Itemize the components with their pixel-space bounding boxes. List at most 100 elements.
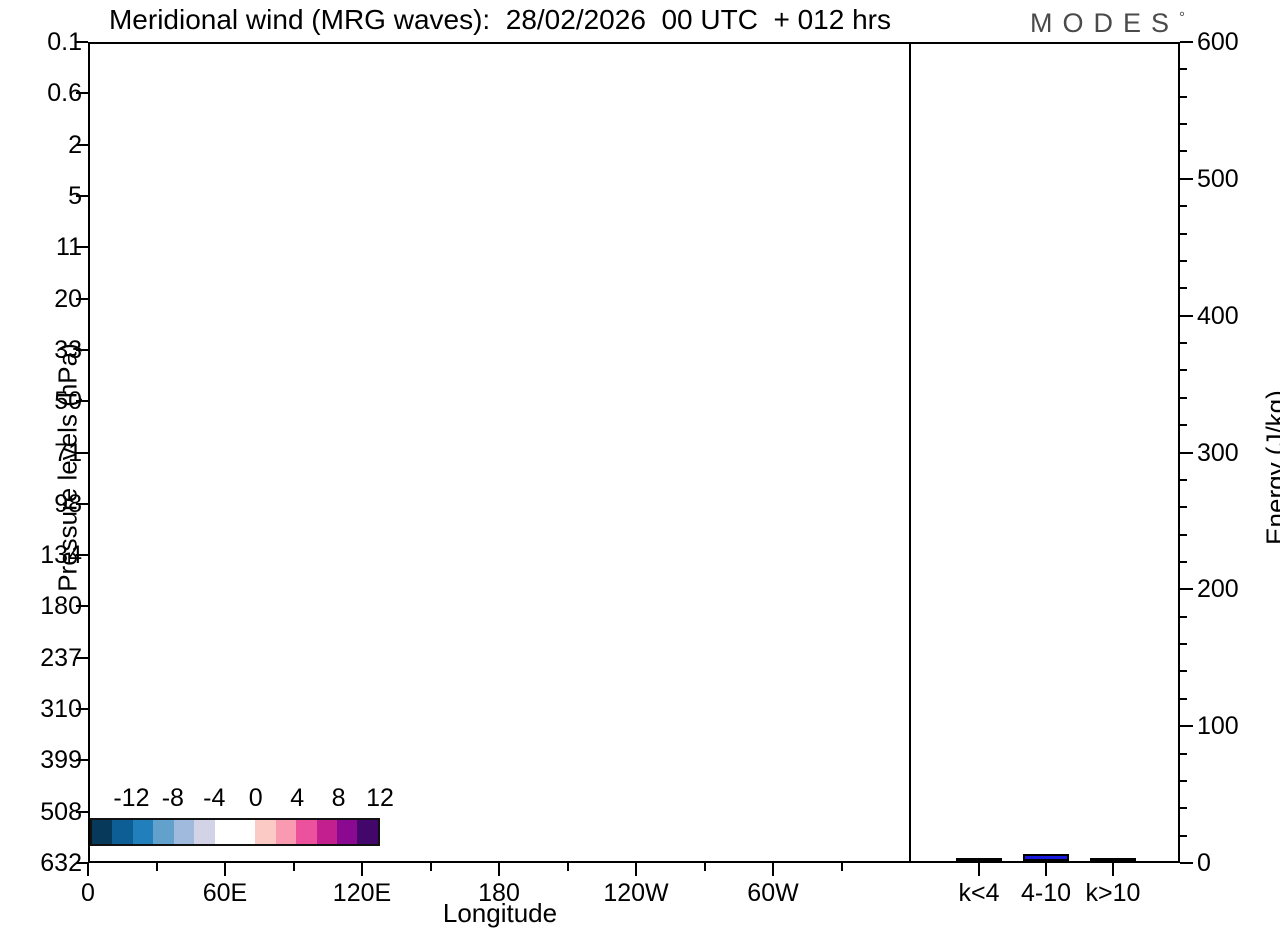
- pressure-tick: [76, 451, 88, 454]
- colorbar-tick-label: 0: [248, 784, 263, 812]
- colorbar-cell: [337, 820, 358, 844]
- category-label: 4-10: [1020, 879, 1072, 907]
- longitude-tick-label: 180: [478, 879, 520, 907]
- category-label: k>10: [1085, 879, 1141, 907]
- category-tick: [1112, 863, 1114, 876]
- longitude-major-tick: [361, 863, 363, 876]
- energy-minor-tick: [1180, 123, 1187, 126]
- pressure-tick-label: 508: [40, 797, 82, 826]
- pressure-tick-label: 11: [56, 233, 82, 262]
- energy-minor-tick: [1180, 615, 1187, 618]
- longitude-major-tick: [87, 863, 89, 876]
- pressure-tick-label: 180: [40, 592, 82, 621]
- pressure-tick: [76, 708, 88, 711]
- category-tick: [978, 863, 980, 876]
- longitude-tick-label: 60E: [202, 879, 248, 907]
- energy-tick-label: 100: [1197, 712, 1239, 741]
- colorbar: -12 -8 -4 0 4 8 12: [90, 784, 394, 848]
- energy-tick-label: 300: [1197, 438, 1239, 467]
- energy-minor-tick: [1180, 396, 1187, 399]
- pressure-tick-label: 5: [68, 181, 82, 210]
- pressure-tick: [76, 400, 88, 403]
- energy-major-tick: [1180, 862, 1193, 864]
- pressure-tick-label: 33: [54, 335, 82, 364]
- energy-major-tick: [1180, 451, 1193, 454]
- energy-minor-tick: [1180, 807, 1187, 810]
- modes-logo-degree-icon: °: [1179, 9, 1185, 26]
- longitude-major-tick: [772, 863, 774, 876]
- colorbar-cell: [357, 820, 378, 844]
- energy-minor-tick: [1180, 369, 1187, 372]
- energy-bar-k<4: [956, 858, 1002, 862]
- colorbar-cell: [92, 820, 113, 844]
- pressure-tick: [76, 656, 88, 659]
- colorbar-cell: [194, 820, 215, 844]
- energy-tick-label: 600: [1197, 28, 1239, 56]
- energy-minor-tick: [1180, 752, 1187, 755]
- energy-major-tick: [1180, 725, 1193, 728]
- colorbar-swatches: [90, 818, 380, 846]
- pressure-tick: [76, 143, 88, 146]
- longitude-major-tick: [498, 863, 500, 876]
- longitude-minor-tick: [155, 863, 158, 871]
- pressure-tick-label: 0.1: [47, 28, 82, 56]
- pressure-tick: [76, 502, 88, 505]
- energy-minor-tick: [1180, 533, 1187, 536]
- pressure-tick-label: 71: [54, 438, 82, 467]
- modes-logo: MODES°: [1030, 8, 1185, 39]
- longitude-tick-label: 0: [81, 879, 95, 907]
- energy-minor-tick: [1180, 478, 1187, 481]
- energy-minor-tick: [1180, 68, 1187, 71]
- colorbar-cell: [255, 820, 276, 844]
- energy-axis-label: Energy (J/kg): [1260, 390, 1280, 545]
- pressure-tick: [76, 862, 88, 864]
- energy-minor-tick: [1180, 834, 1187, 837]
- energy-minor-tick: [1180, 95, 1187, 98]
- pressure-tick: [76, 246, 88, 249]
- energy-minor-tick: [1180, 205, 1187, 208]
- colorbar-tick-label: 8: [331, 784, 346, 812]
- energy-tick-label: 400: [1197, 301, 1239, 330]
- colorbar-cell: [153, 820, 174, 844]
- energy-major-tick: [1180, 588, 1193, 591]
- pressure-tick: [76, 605, 88, 608]
- pressure-tick: [76, 92, 88, 95]
- energy-minor-tick: [1180, 779, 1187, 782]
- energy-tick-label: 200: [1197, 575, 1239, 604]
- longitude-axis-label: Longitude: [442, 898, 558, 928]
- longitude-minor-tick: [566, 863, 569, 871]
- energy-bar-k>10: [1090, 858, 1136, 862]
- pressure-tick: [76, 41, 88, 43]
- colorbar-cell: [234, 820, 256, 844]
- longitude-tick-label: 120E: [332, 879, 392, 907]
- colorbar-cell: [173, 820, 195, 844]
- colorbar-cell: [275, 820, 297, 844]
- panel-separator-line: [909, 42, 911, 863]
- colorbar-tick-label: -8: [161, 784, 184, 812]
- pressure-tick-label: 632: [40, 849, 82, 877]
- colorbar-tick-label: 12: [366, 784, 394, 812]
- energy-minor-tick: [1180, 150, 1187, 153]
- category-tick: [1045, 863, 1047, 876]
- energy-minor-tick: [1180, 259, 1187, 262]
- energy-minor-tick: [1180, 643, 1187, 646]
- pressure-tick-label: 98: [54, 489, 82, 518]
- colorbar-tick-label: -12: [113, 784, 150, 812]
- pressure-tick: [76, 297, 88, 300]
- pressure-tick-label: 399: [40, 746, 82, 775]
- energy-major-tick: [1180, 314, 1193, 317]
- plot-frame: [88, 42, 1180, 863]
- longitude-tick-label: 120W: [603, 879, 669, 907]
- energy-minor-tick: [1180, 697, 1187, 700]
- longitude-minor-tick: [429, 863, 432, 871]
- longitude-tick-label: 60W: [747, 879, 799, 907]
- pressure-tick: [76, 348, 88, 351]
- colorbar-cell: [296, 820, 317, 844]
- colorbar-cell: [316, 820, 338, 844]
- pressure-tick-label: 50: [54, 387, 82, 416]
- pressure-tick: [76, 194, 88, 197]
- energy-minor-tick: [1180, 506, 1187, 509]
- longitude-major-tick: [635, 863, 637, 876]
- longitude-minor-tick: [840, 863, 843, 871]
